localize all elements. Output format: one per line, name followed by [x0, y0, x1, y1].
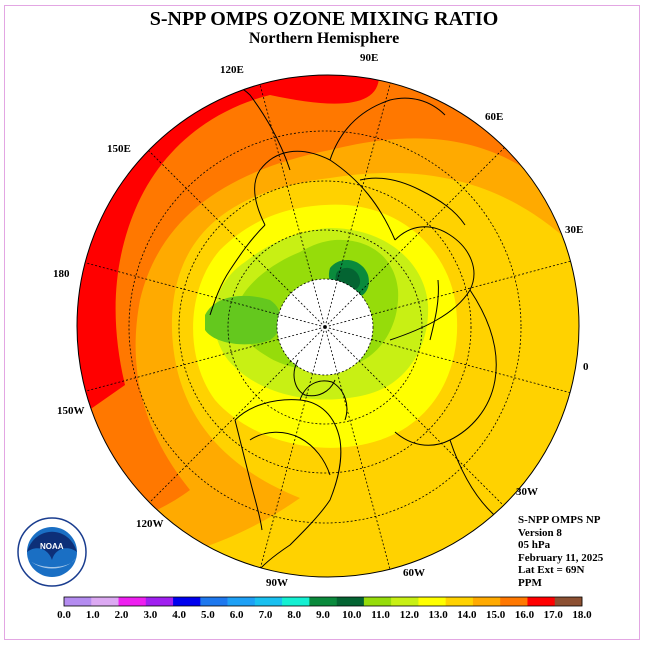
- meridian-line: [257, 373, 313, 577]
- color-bar-border: [63, 596, 583, 607]
- meridian-line: [140, 360, 292, 512]
- ozone-zone-dark-orange: [77, 75, 579, 540]
- lon-label-120w: 120W: [136, 518, 164, 530]
- meridian-line: [257, 75, 313, 281]
- polar-meridian-line: [278, 326, 326, 340]
- lon-label-30w: 30W: [516, 486, 538, 498]
- color-bar-swatch: [472, 597, 501, 606]
- color-bar-tick-label: 4.0: [172, 609, 186, 621]
- noaa-logo: NOAA: [17, 517, 87, 587]
- lon-label-90e: 90E: [360, 52, 378, 64]
- noaa-logo-text: NOAA: [40, 542, 64, 551]
- color-bar-tick-label: 6.0: [230, 609, 244, 621]
- lon-label-60e: 60E: [485, 111, 503, 123]
- info-level: 05 hPa: [518, 539, 551, 552]
- color-bar-swatch: [418, 597, 446, 606]
- info-units: PPM: [518, 576, 542, 589]
- color-bar-swatch: [309, 597, 337, 606]
- polar-meridian-line: [324, 314, 372, 328]
- meridian-line: [77, 339, 279, 395]
- color-bar-tick-label: 1.0: [86, 609, 100, 621]
- info-instrument: S-NPP OMPS NP: [518, 514, 601, 526]
- color-bar-ticks: 0.0 1.0 2.0 3.0 4.0 5.0 6.0 7.0 8.0 9.0 10.0 11.0 12…: [57, 609, 592, 621]
- color-bar-tick-label: 14.0: [457, 609, 477, 621]
- meridian-line: [358, 142, 510, 294]
- meridian-line: [358, 360, 510, 512]
- meridian-line: [77, 259, 279, 315]
- color-bar-swatch: [227, 597, 256, 606]
- figure-subtitle: Northern Hemisphere: [248, 30, 400, 47]
- color-bar-tick-label: 2.0: [115, 609, 129, 621]
- color-bar-tick-label: 16.0: [515, 609, 535, 621]
- color-bar-swatch: [145, 597, 174, 606]
- color-bar-swatch: [118, 597, 147, 606]
- color-bar-tick-label: 7.0: [259, 609, 273, 621]
- color-bar-swatch: [527, 597, 556, 606]
- color-bar-swatch: [363, 597, 392, 606]
- figure-title: S-NPP OMPS OZONE MIXING RATIO: [149, 8, 499, 30]
- color-bar-tick-label: 15.0: [486, 609, 506, 621]
- color-bar-swatch: [254, 597, 283, 606]
- lon-label-90w: 90W: [266, 577, 288, 589]
- meridian-line: [337, 373, 393, 577]
- lon-label-120e: 120E: [220, 64, 244, 76]
- polar-meridian-line: [324, 326, 372, 340]
- lon-label-60w: 60W: [403, 567, 425, 579]
- color-bar-tick-label: 9.0: [316, 609, 330, 621]
- lon-label-150w: 150W: [57, 405, 85, 417]
- color-bar-tick-label: 8.0: [287, 609, 301, 621]
- lon-label-150e: 150E: [107, 143, 131, 155]
- ozone-zone-red: [77, 75, 380, 420]
- meridian-line: [371, 339, 577, 395]
- polar-meridian-line: [324, 280, 338, 328]
- map-boundary: [76, 74, 580, 578]
- color-bar-swatch: [173, 597, 201, 606]
- color-bar-tick-label: 3.0: [143, 609, 157, 621]
- color-bar-tick-label: 10.0: [342, 609, 362, 621]
- polar-meridian-line: [324, 292, 360, 328]
- color-bar-swatch: [64, 597, 92, 606]
- color-bar: [63, 596, 583, 607]
- color-bar-swatch: [500, 597, 528, 606]
- color-bar-tick-label: 5.0: [201, 609, 215, 621]
- polar-meridian-line: [278, 314, 326, 328]
- polar-meridian-line: [312, 280, 326, 328]
- info-panel: S-NPP OMPS NP Version 8 05 hPa February …: [518, 514, 603, 590]
- info-version: Version 8: [518, 526, 562, 539]
- color-bar-swatch: [336, 597, 365, 606]
- lon-label-30e: 30E: [565, 224, 583, 236]
- color-bar-tick-label: 12.0: [400, 609, 420, 621]
- meridian-line: [140, 142, 292, 294]
- color-bar-swatch: [391, 597, 419, 606]
- color-bar-tick-label: 17.0: [544, 609, 564, 621]
- color-bar-swatch: [282, 597, 310, 606]
- polar-meridian-line: [290, 292, 326, 328]
- lon-label-0: 0: [583, 361, 589, 373]
- polar-meridian-line: [312, 326, 326, 374]
- color-bar-swatch: [200, 597, 228, 606]
- polar-meridian-line: [324, 326, 338, 374]
- color-bar-swatch: [445, 597, 474, 606]
- meridian-line: [371, 259, 577, 315]
- meridian-line: [337, 75, 393, 281]
- color-bar-tick-label: 0.0: [57, 609, 71, 621]
- polar-meridian-line: [324, 326, 360, 362]
- color-bar-tick-label: 11.0: [371, 609, 390, 621]
- meridian-lines: [77, 75, 577, 577]
- color-bar-tick-label: 18.0: [572, 609, 592, 621]
- lon-label-180: 180: [53, 268, 70, 280]
- color-bar-swatch: [91, 597, 119, 606]
- color-bar-tick-label: 13.0: [428, 609, 448, 621]
- polar-meridian-line: [290, 326, 326, 362]
- figure-frame: [4, 5, 640, 640]
- ozone-zone-green-west: [205, 295, 282, 345]
- latitude-circles: [128, 130, 522, 524]
- info-lat-ext: Lat Ext = 69N: [518, 564, 585, 577]
- info-date: February 11, 2025: [518, 551, 604, 564]
- color-bar-swatch: [554, 597, 583, 606]
